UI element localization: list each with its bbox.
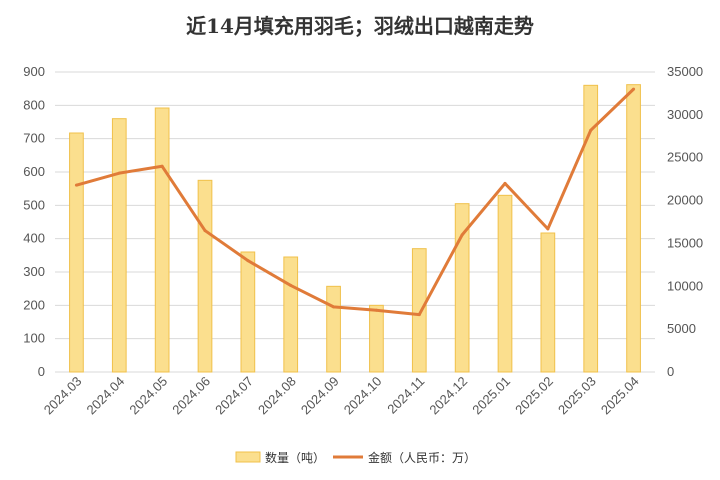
x-tick-label: 2024.06 bbox=[169, 374, 213, 418]
y-right-tick-label: 30000 bbox=[667, 107, 703, 122]
bar bbox=[540, 232, 556, 373]
line-point bbox=[546, 227, 550, 231]
y-left-tick-label: 0 bbox=[38, 364, 45, 379]
legend-swatch-bar bbox=[235, 451, 261, 463]
line-point bbox=[246, 259, 250, 263]
line-point bbox=[117, 171, 121, 175]
x-tick-label: 2024.03 bbox=[41, 374, 85, 418]
bar bbox=[497, 194, 513, 373]
bar bbox=[240, 251, 256, 373]
x-tick-label: 2024.08 bbox=[255, 374, 299, 418]
y-left-tick-label: 100 bbox=[23, 331, 45, 346]
y-left-tick-label: 400 bbox=[23, 231, 45, 246]
y-right-tick-label: 5000 bbox=[667, 321, 696, 336]
x-tick-label: 2024.07 bbox=[212, 374, 256, 418]
line-point bbox=[503, 181, 507, 185]
chart-title: 近14月填充用羽毛；羽绒出口越南走势 bbox=[186, 14, 534, 38]
y-right-tick-label: 35000 bbox=[667, 64, 703, 79]
bar bbox=[111, 118, 127, 373]
x-tick-label: 2025.02 bbox=[512, 374, 556, 418]
bar bbox=[283, 256, 299, 373]
line-point bbox=[289, 283, 293, 287]
bar bbox=[454, 203, 470, 373]
bar bbox=[197, 179, 213, 373]
y-right-tick-label: 20000 bbox=[667, 193, 703, 208]
y-left-tick-label: 800 bbox=[23, 97, 45, 112]
line-point bbox=[203, 229, 207, 233]
y-right-tick-label: 25000 bbox=[667, 150, 703, 165]
x-tick-label: 2024.09 bbox=[298, 374, 342, 418]
series-line bbox=[76, 88, 635, 317]
line-point bbox=[160, 164, 164, 168]
y-left-tick-label: 200 bbox=[23, 297, 45, 312]
y-right-tick-label: 15000 bbox=[667, 235, 703, 250]
x-tick-label: 2025.04 bbox=[598, 374, 642, 418]
bar bbox=[583, 84, 599, 373]
x-tick-label: 2024.12 bbox=[426, 374, 470, 418]
x-tick-label: 2024.11 bbox=[384, 374, 427, 417]
y-right-tick-label: 10000 bbox=[667, 278, 703, 293]
line-point bbox=[332, 305, 336, 309]
bar bbox=[154, 107, 170, 373]
x-tick-label: 2024.05 bbox=[126, 374, 170, 418]
y-right-tick-label: 0 bbox=[667, 364, 674, 379]
x-tick-label: 2025.03 bbox=[555, 374, 599, 418]
line-point bbox=[460, 233, 464, 237]
line-point bbox=[417, 313, 421, 317]
y-left-tick-label: 600 bbox=[23, 164, 45, 179]
x-tick-label: 2024.04 bbox=[84, 374, 128, 418]
bar bbox=[411, 248, 427, 373]
y-left-tick-label: 900 bbox=[23, 64, 45, 79]
bar bbox=[626, 84, 641, 373]
y-left-tick-label: 500 bbox=[23, 197, 45, 212]
line-point bbox=[74, 183, 78, 187]
line-point bbox=[589, 128, 593, 132]
legend-label: 数量（吨） bbox=[265, 450, 325, 465]
bar bbox=[326, 285, 341, 373]
bar bbox=[69, 132, 84, 373]
x-tick-label: 2024.10 bbox=[341, 374, 385, 418]
legend-label: 金额（人民币：万） bbox=[368, 450, 476, 465]
y-left-tick-label: 700 bbox=[23, 131, 45, 146]
x-tick-label: 2025.01 bbox=[469, 374, 513, 418]
bar bbox=[369, 304, 384, 373]
line-point bbox=[632, 87, 636, 91]
line-point bbox=[374, 308, 378, 312]
y-left-tick-label: 300 bbox=[23, 264, 45, 279]
